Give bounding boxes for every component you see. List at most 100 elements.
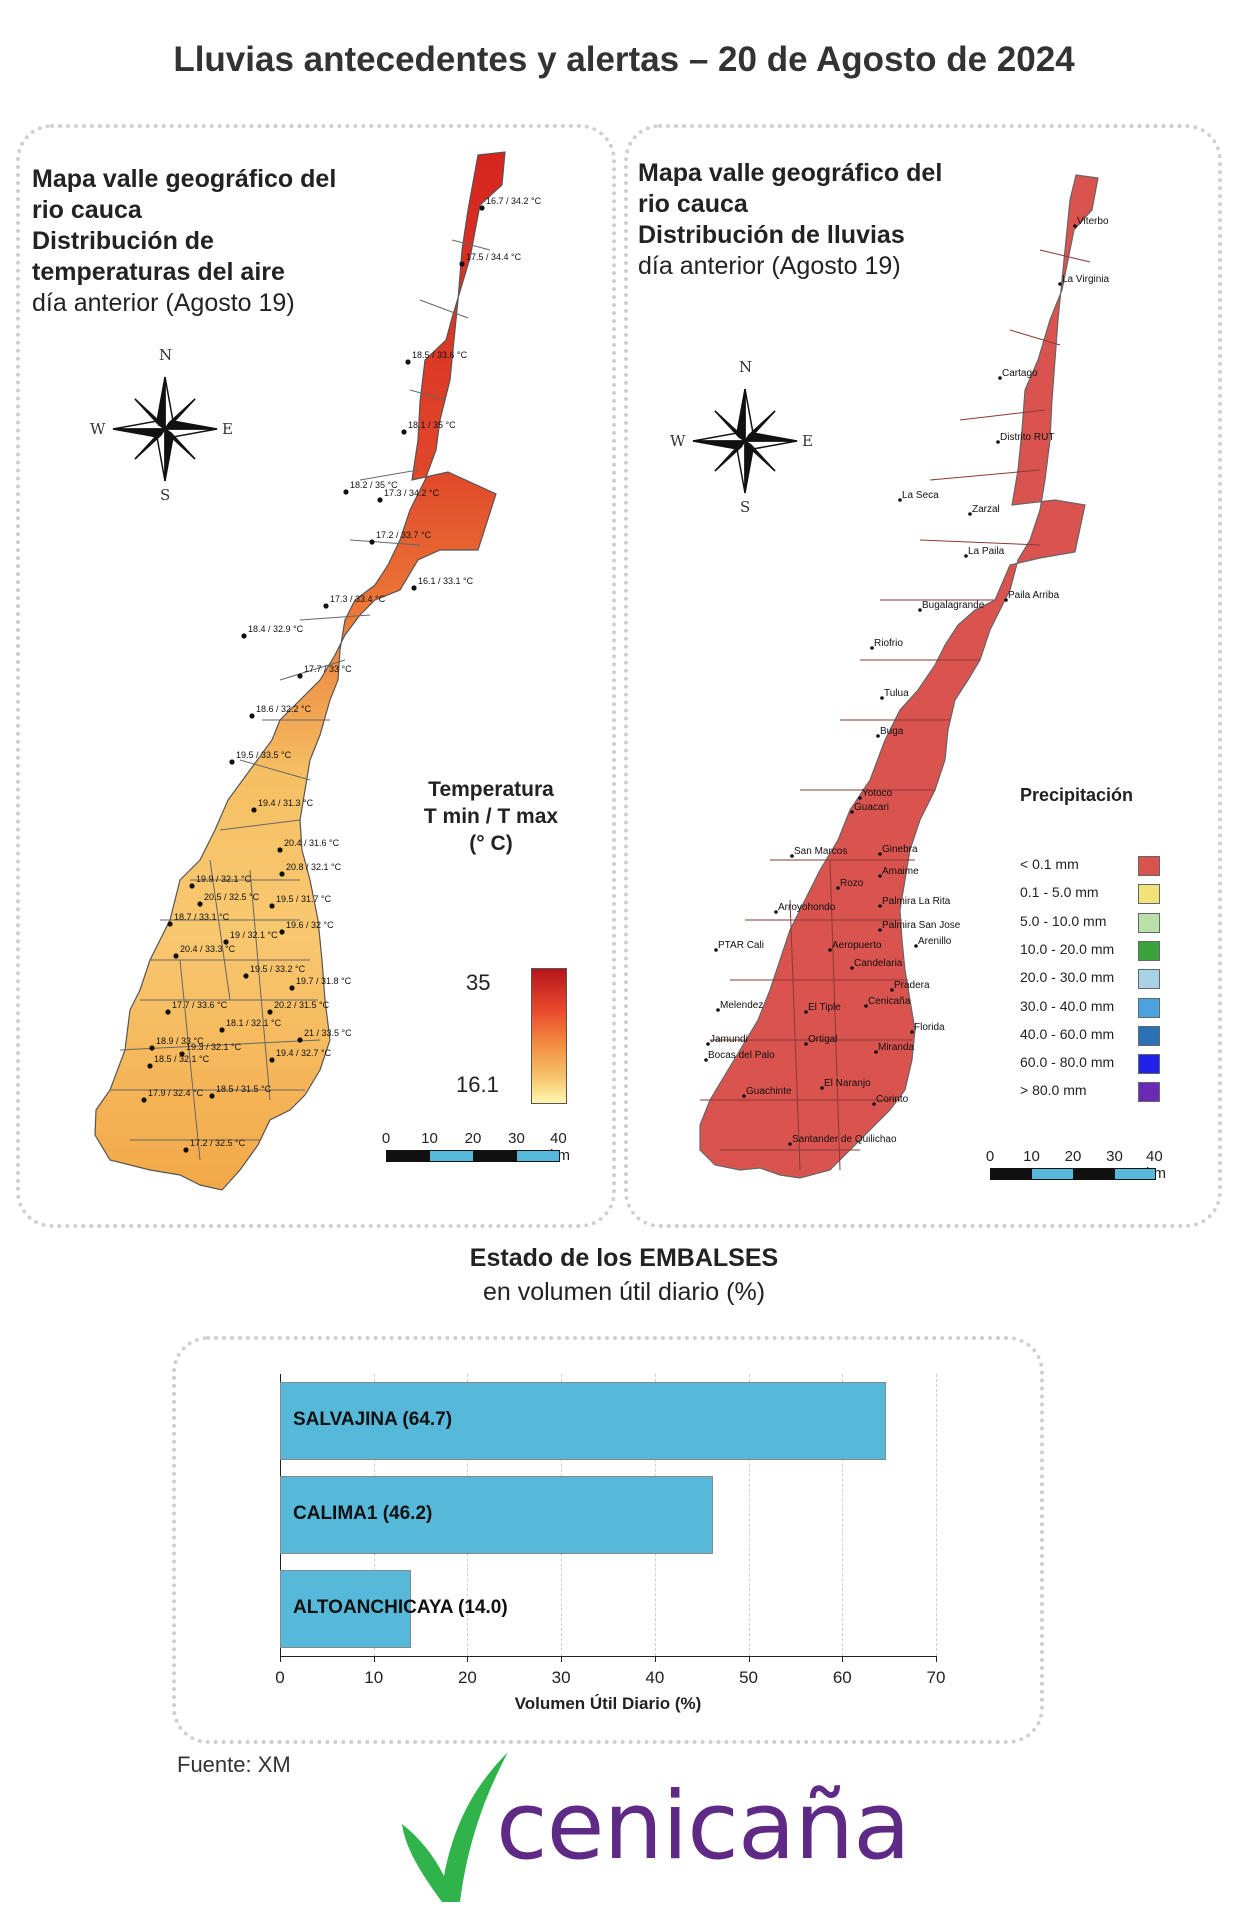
place-dot: [880, 696, 884, 700]
bar-label: ALTOANCHICAYA (14.0): [293, 1597, 508, 1618]
scale-label: 10: [1023, 1148, 1040, 1165]
place-dot: [836, 886, 840, 890]
station-label: 17.2 / 33.7 °C: [376, 530, 432, 540]
precipitation-legend-item: 40.0 - 60.0 mm: [1020, 1025, 1160, 1048]
heading-line: Mapa valle geográfico del: [638, 159, 943, 187]
station-label: 18.1 / 32.1 °C: [226, 1018, 282, 1028]
place-dot: [998, 376, 1002, 380]
precipitation-legend-item: 30.0 - 40.0 mm: [1020, 997, 1160, 1020]
tick-mark: [842, 1656, 844, 1662]
heading-line: día anterior (Agosto 19): [32, 289, 295, 317]
station-dot: [241, 633, 247, 639]
station-label: 20.4 / 31.6 °C: [284, 838, 340, 848]
heading-line: Mapa valle geográfico del: [32, 165, 337, 193]
precipitation-legend-item: 20.0 - 30.0 mm: [1020, 969, 1160, 991]
legend-title-line: (° C): [469, 832, 513, 855]
station-label: 18.7 / 33.1 °C: [174, 912, 230, 922]
station-dot: [147, 1063, 153, 1069]
station-dot: [279, 871, 285, 877]
legend-swatch: [1138, 940, 1160, 961]
station-dot: [249, 713, 255, 719]
compass-east: E: [222, 420, 233, 438]
station-dot: [179, 1051, 185, 1057]
station-label: 18.5 / 32.1 °C: [154, 1054, 210, 1064]
source-note: Fuente: XM: [177, 1752, 291, 1777]
compass-north: N: [159, 346, 173, 364]
station-dot: [269, 1057, 275, 1063]
station-dot: [479, 205, 485, 211]
temperature-gradient-bar: [531, 968, 567, 1104]
place-label: Ortigal: [808, 1034, 837, 1045]
place-dot: [1058, 282, 1062, 286]
place-label: Yotoco: [862, 788, 893, 799]
station-dot: [223, 939, 229, 945]
reservoirs-title: Estado de los EMBALSES: [469, 1244, 779, 1272]
station-label: 18.2 / 35 °C: [350, 480, 398, 490]
station-dot: [219, 1027, 225, 1033]
place-dot: [804, 1010, 808, 1014]
station-label: 20.8 / 32.1 °C: [286, 862, 342, 872]
place-label: Arroyohondo: [778, 902, 836, 913]
place-label: Miranda: [878, 1042, 915, 1053]
station-dot: [297, 673, 303, 679]
rainfall-scale-bar: 0 10 20 30 40 km: [986, 1148, 1166, 1182]
station-label: 18.9 / 33 °C: [156, 1036, 204, 1046]
station-label: 16.1 / 33.1 °C: [418, 576, 474, 586]
tick-mark: [280, 1656, 281, 1662]
place-label: Florida: [914, 1022, 945, 1033]
station-dot: [401, 429, 407, 435]
legend-swatch: [1138, 1082, 1160, 1103]
legend-swatch: [1138, 856, 1160, 876]
tick-label: 30: [551, 1668, 571, 1687]
station-dot: [251, 807, 257, 813]
station-label: 21 / 33.5 °C: [304, 1028, 352, 1038]
place-label: Paila Arriba: [1008, 590, 1060, 601]
place-dot: [790, 854, 794, 858]
station-label: 19.3 / 32.1 °C: [186, 1042, 242, 1052]
place-label: Guacari: [854, 802, 889, 813]
place-dot: [820, 1086, 824, 1090]
precipitation-legend-item: 60.0 - 80.0 mm: [1020, 1054, 1160, 1076]
precipitation-legend-item: 10.0 - 20.0 mm: [1020, 940, 1160, 963]
legend-label: 40.0 - 60.0 mm: [1020, 1025, 1115, 1042]
station-dot: [189, 883, 195, 889]
station-dot: [411, 585, 417, 591]
legend-swatch: [1138, 912, 1160, 933]
place-dot: [878, 852, 882, 856]
legend-label: 60.0 - 80.0 mm: [1020, 1054, 1115, 1071]
station-dot: [289, 985, 295, 991]
place-label: El Tiple: [808, 1002, 841, 1013]
place-dot: [850, 810, 854, 814]
place-dot: [706, 1042, 710, 1046]
place-dot: [964, 554, 968, 558]
place-dot: [878, 874, 882, 878]
station-label: 19.5 / 33.5 °C: [236, 750, 292, 760]
station-label: 17.2 / 32.5 °C: [190, 1138, 246, 1148]
place-dot: [874, 1050, 878, 1054]
place-label: Melendez: [720, 1000, 763, 1011]
station-label: 18.6 / 32.2 °C: [256, 704, 312, 714]
station-label: 17.7 / 33.6 °C: [172, 1000, 228, 1010]
place-dot: [858, 796, 862, 800]
precipitation-legend-item: > 80.0 mm: [1020, 1082, 1160, 1104]
legend-swatch: [1138, 884, 1160, 905]
station-dot: [459, 261, 465, 267]
compass-west: W: [90, 420, 106, 438]
place-dot: [878, 928, 882, 932]
legend-title-line: T min / T max: [423, 805, 559, 828]
place-label: Pradera: [894, 980, 930, 991]
place-dot: [918, 608, 922, 612]
tick-label: 50: [739, 1668, 759, 1687]
legend-swatch: [1138, 969, 1160, 990]
place-label: El Naranjo: [824, 1078, 871, 1089]
heading-line: Distribución de lluvias: [638, 221, 905, 249]
place-dot: [742, 1094, 746, 1098]
station-label: 17.5 / 34.4 °C: [466, 252, 522, 262]
station-label: 18.5 / 33.6 °C: [412, 350, 468, 360]
station-label: 18.4 / 32.9 °C: [248, 624, 304, 634]
gridline: [748, 1374, 750, 1656]
station-label: 20.4 / 33.3 °C: [180, 944, 236, 954]
place-dot: [878, 904, 882, 908]
